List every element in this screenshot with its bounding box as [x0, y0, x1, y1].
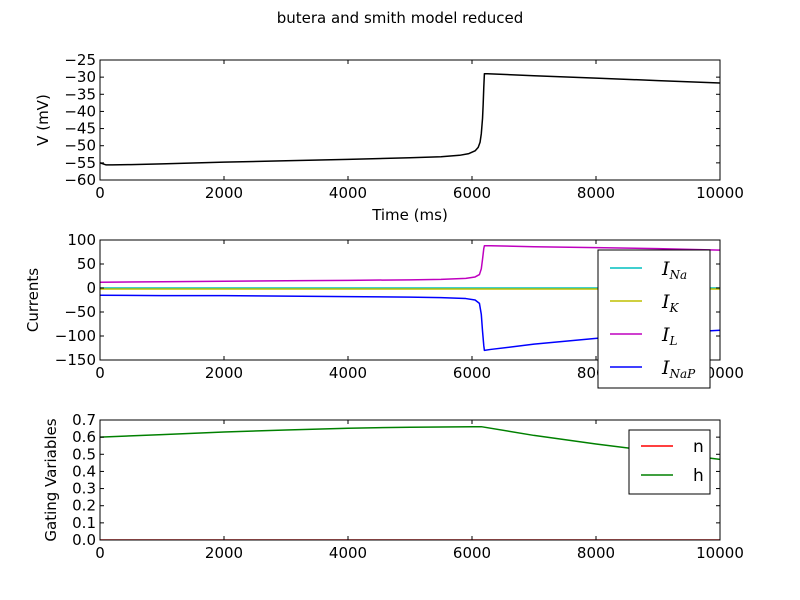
- legend-label: IK: [661, 291, 680, 315]
- legend-label: INaP: [661, 357, 696, 381]
- x-tick-label: 8000: [577, 544, 615, 562]
- y-tick-label: 0.2: [72, 497, 96, 515]
- legend-label: INa: [661, 258, 687, 282]
- legend: INa IK IL INaP: [597, 249, 711, 389]
- y-tick-label: −25: [64, 51, 96, 69]
- legend-box: [597, 249, 711, 389]
- x-axis-label: Time (ms): [371, 206, 448, 224]
- subplot-3: 0 2000 4000 6000 8000 10000 0.00.10.20.30.40.5…: [42, 411, 744, 562]
- axes-frame: [99, 59, 721, 181]
- subplot-2: 0 2000 4000 6000 8000 10000−150−100−50050100C…: [24, 231, 744, 389]
- y-tick-label: −50: [64, 303, 96, 321]
- y-tick-label: −30: [64, 68, 96, 86]
- axes-frame: [99, 419, 721, 541]
- series-line-v: [100, 72, 720, 166]
- x-tick-label: 6000: [453, 364, 491, 382]
- legend-label: IL: [661, 324, 678, 348]
- y-tick-label: 0.5: [72, 445, 96, 463]
- series-line-h: [100, 425, 720, 461]
- legend: nh: [628, 429, 711, 495]
- x-tick-label: 0: [95, 544, 105, 562]
- y-tick-label: −50: [64, 137, 96, 155]
- y-tick-label: 0.1: [72, 514, 96, 532]
- x-tick-label: 4000: [329, 544, 367, 562]
- y-tick-label: 0: [86, 279, 96, 297]
- x-tick-label: 0: [95, 184, 105, 202]
- x-tick-label: 8000: [577, 184, 615, 202]
- x-tick-label: 0: [95, 364, 105, 382]
- y-tick-label: 50: [77, 255, 96, 273]
- x-tick-label: 2000: [205, 184, 243, 202]
- series-line-i-nap: [100, 294, 720, 352]
- y-tick-label: 0.0: [72, 531, 96, 549]
- y-tick-label: 0.6: [72, 428, 96, 446]
- subplots: 0 2000 4000 6000 8000 10000−60−55−50−45−40−35…: [24, 51, 744, 562]
- x-tick-label: 2000: [205, 364, 243, 382]
- y-axis-label: Currents: [24, 268, 42, 332]
- series-group: [100, 72, 720, 166]
- series-group: [100, 425, 720, 540]
- y-tick-label: 0.4: [72, 462, 96, 480]
- legend-box: [628, 429, 711, 495]
- figure-title: butera and smith model reduced: [277, 9, 524, 27]
- y-axis-label: V (mV): [34, 94, 52, 146]
- subplot-1: 0 2000 4000 6000 8000 10000 −60−55−50−45−40−35…: [34, 51, 744, 224]
- x-tick-label: 10000: [696, 184, 744, 202]
- x-tick-label: 2000: [205, 544, 243, 562]
- y-axis-label: Gating Variables: [42, 418, 60, 541]
- y-tick-label: 0.7: [72, 411, 96, 429]
- x-tick-label: 6000: [453, 184, 491, 202]
- series-line-i-l: [100, 245, 720, 283]
- axes-frame: [99, 239, 721, 361]
- y-tick-label: 100: [67, 231, 96, 249]
- x-tick-label: 10000: [696, 544, 744, 562]
- y-tick-label: 0.3: [72, 480, 96, 498]
- legend-label: h: [693, 466, 704, 486]
- y-tick-label: −60: [64, 171, 96, 189]
- x-tick-label: 6000: [453, 544, 491, 562]
- y-tick-label: −35: [64, 85, 96, 103]
- y-tick-label: −150: [55, 351, 96, 369]
- legend-label: n: [693, 437, 704, 457]
- y-tick-label: −45: [64, 120, 96, 138]
- y-tick-label: −55: [64, 154, 96, 172]
- y-tick-label: −100: [55, 327, 96, 345]
- x-tick-label: 4000: [329, 364, 367, 382]
- y-tick-label: −40: [64, 102, 96, 120]
- x-tick-label: 4000: [329, 184, 367, 202]
